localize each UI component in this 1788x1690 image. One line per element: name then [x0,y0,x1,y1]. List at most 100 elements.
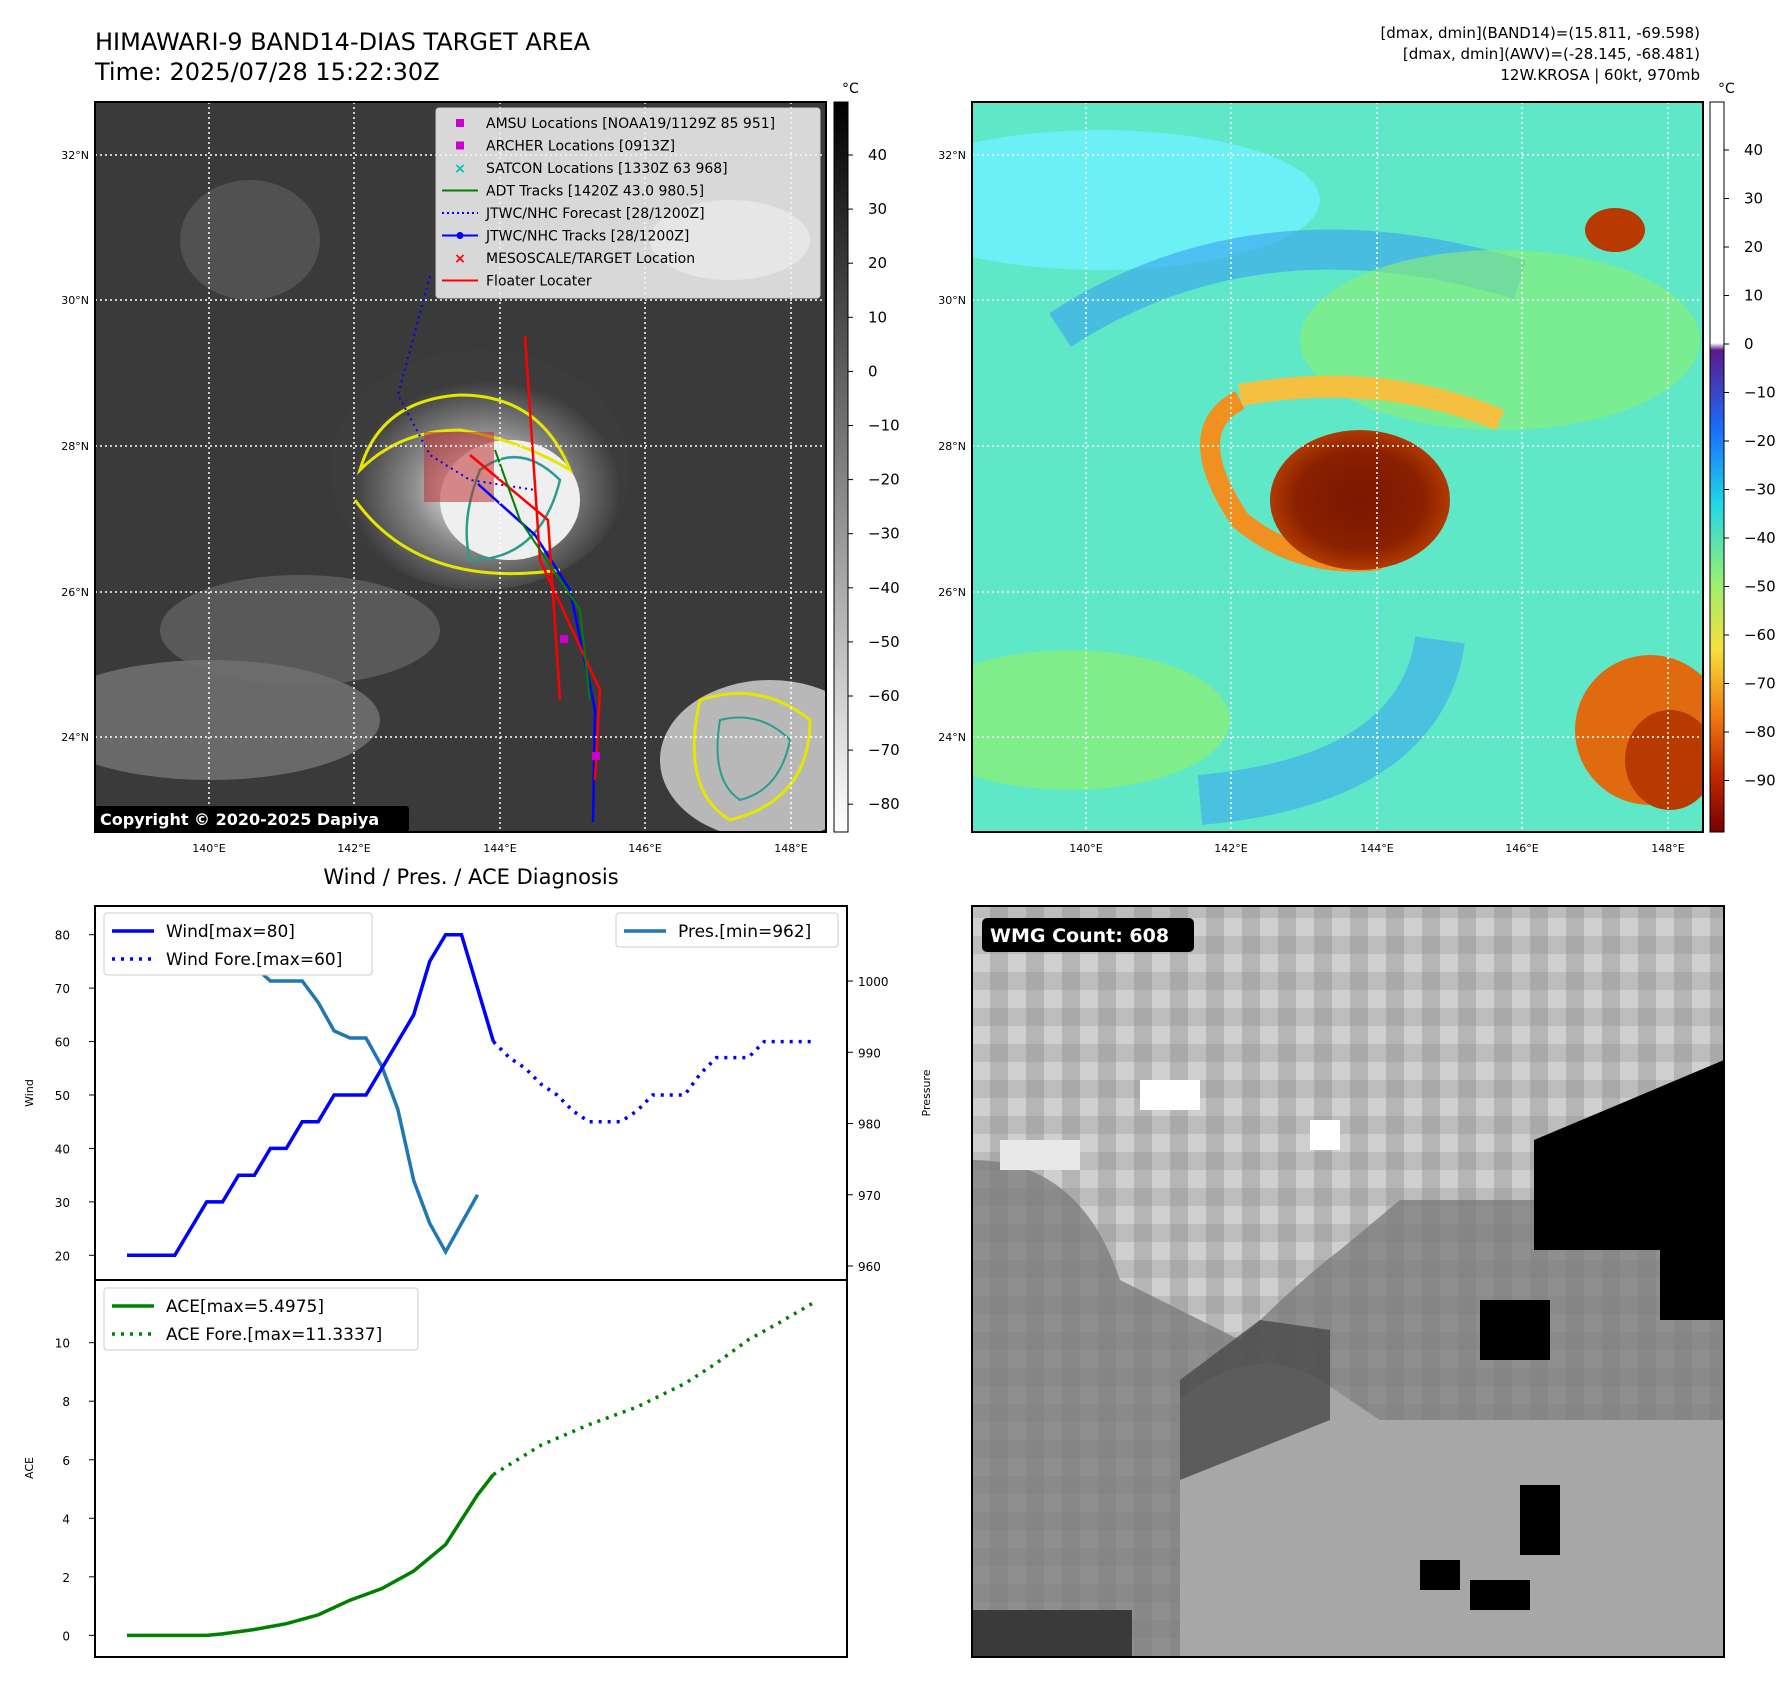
ir-lon-labels: 140°E 142°E 144°E 146°E 148°E [192,842,807,855]
ace-tick-label: 2 [62,1571,70,1585]
colorbar-tick-label: 10 [1744,287,1763,305]
legend-entry: × SATCON Locations [1330Z 63 968] [454,161,727,177]
copyright-box [95,806,409,832]
pressure-legend: Pres.[min=962] [615,912,839,948]
colorbar-tick-label: −50 [868,633,900,651]
wmg-panel: WMG Count: 608 [971,905,1725,1658]
wind-tick-label: 70 [55,982,70,996]
legend-entry: ARCHER Locations [0913Z] [456,139,675,155]
colorbar-tick-label: 20 [1744,238,1763,256]
legend-square-marker [456,141,464,150]
wv-map-panel: 32°N 30°N 28°N 26°N 24°N 140°E 142°E 144°E 146°… [938,101,1704,855]
colorbar-tick-label: −30 [868,525,900,543]
colorbar-tick-label: 30 [868,200,887,218]
wv-lon-label: 148°E [1651,842,1684,855]
legend-label: JTWC/NHC Tracks [28/1200Z] [485,229,689,245]
ir-map-legend: AMSU Locations [NOAA19/1129Z 85 951] ARCH… [435,107,821,299]
colorbar-tick-label: −10 [1744,384,1776,402]
ir-lon-label: 148°E [774,842,807,855]
colorbar-tick-label: −80 [868,795,900,813]
legend-wind-forecast: Wind Fore.[max=60] [166,950,342,970]
ace-tick-label: 0 [62,1629,70,1643]
ir-lat-label: 30°N [61,294,89,307]
wv-lat-label: 28°N [938,440,966,453]
pressure-tick-label: 1000 [858,975,889,989]
ir-lat-label: 32°N [61,149,89,162]
ace-tick-label: 4 [62,1512,70,1526]
wind-axis-label: Wind [23,1079,36,1107]
ir-map-panel: AMSU Locations [NOAA19/1129Z 85 951] ARCH… [61,101,827,855]
target-box [424,432,494,502]
colorbar-tick-label: −20 [868,471,900,489]
legend-wind: Wind[max=80] [166,922,295,942]
wv-lat-label: 26°N [938,586,966,599]
legend-label: AMSU Locations [NOAA19/1129Z 85 951] [486,116,775,132]
legend-x-marker: × [454,161,466,177]
ir-lon-label: 140°E [192,842,225,855]
legend-entry: Floater Locater [442,274,592,290]
legend-entry: × MESOSCALE/TARGET Location [454,251,695,267]
legend-label: MESOSCALE/TARGET Location [486,251,695,267]
ir-lon-label: 146°E [628,842,661,855]
legend-label: ARCHER Locations [0913Z] [486,139,675,155]
wv-lat-labels: 32°N 30°N 28°N 26°N 24°N [938,149,966,744]
wind-tick-label: 30 [55,1196,70,1210]
colorbar-tick-label: −80 [1744,723,1776,741]
legend-ace-forecast: ACE Fore.[max=11.3337] [166,1325,382,1345]
colorbar-tick-label: 0 [1744,335,1754,353]
colorbar-tick-label: −70 [1744,675,1776,693]
legend-entry: ADT Tracks [1420Z 43.0 980.5] [442,184,704,200]
colorbar-tick-label: 30 [1744,190,1763,208]
ir-lat-label: 26°N [61,586,89,599]
colorbar-tick-label: −60 [868,687,900,705]
pressure-axis-label: Pressure [920,1069,933,1116]
wv-lat-label: 30°N [938,294,966,307]
colorbar-tick-label: −60 [1744,626,1776,644]
colorbar-tick-label: 20 [868,254,887,272]
ace-tick-label: 10 [55,1337,70,1351]
ace-legend: ACE[max=5.4975] ACE Fore.[max=11.3337] [103,1287,419,1351]
colorbar-tick-label: −20 [1744,432,1776,450]
wind-tick-label: 80 [55,929,70,943]
colorbar-tick-label: −30 [1744,481,1776,499]
wind-tick-label: 40 [55,1142,70,1156]
ir-lon-label: 144°E [483,842,516,855]
pressure-tick-label: 970 [858,1189,881,1203]
colorbar-tick-label: −40 [1744,529,1776,547]
figure-time: Time: 2025/07/28 15:22:30Z [94,58,440,86]
legend-square-marker [456,119,464,127]
legend-entry: AMSU Locations [NOAA19/1129Z 85 951] [456,116,775,132]
ace-forecast-line [492,1302,813,1476]
pressure-tick-label: 980 [858,1118,881,1132]
wind-tick-label: 60 [55,1036,70,1050]
colorbar-tick-label: −50 [1744,578,1776,596]
legend-entry: JTWC/NHC Forecast [28/1200Z] [442,206,705,222]
colorbar-tick-label: 40 [868,146,887,164]
ir-lat-labels: 32°N 30°N 28°N 26°N 24°N [61,149,89,744]
wind-forecast-line [492,1039,812,1124]
colorbar-tick-label: 40 [1744,141,1763,159]
wv-colorbar-unit: °C [1718,81,1735,97]
ace-tick-label: 6 [62,1454,70,1468]
legend-pressure: Pres.[min=962] [678,922,811,942]
wv-lon-labels: 140°E 142°E 144°E 146°E 148°E [1069,842,1684,855]
info-storm: 12W.KROSA | 60kt, 970mb [1500,66,1700,84]
copyright-text: Copyright © 2020-2025 Dapiya [100,810,379,829]
wind-legend: Wind[max=80] Wind Fore.[max=60] [103,912,373,976]
wv-lon-label: 146°E [1505,842,1538,855]
wind-line [127,932,496,1258]
wmg-count-badge [982,918,1194,952]
ace-panel: ACE 10 8 6 4 2 0 ACE[max=5.4975] ACE Fore.[ma… [23,1279,848,1658]
ace-axis-label: ACE [23,1457,36,1479]
legend-ace: ACE[max=5.4975] [166,1297,324,1317]
legend-x-marker: × [454,251,466,267]
ir-lat-label: 28°N [61,440,89,453]
colorbar-tick-label: −40 [868,579,900,597]
wmg-count-text: WMG Count: 608 [990,925,1169,947]
legend-label: JTWC/NHC Forecast [28/1200Z] [485,206,705,222]
ir-lon-label: 142°E [337,842,370,855]
colorbar-tick-label: −10 [868,417,900,435]
ace-line [127,1473,495,1638]
colorbar-tick-label: 0 [868,362,878,380]
